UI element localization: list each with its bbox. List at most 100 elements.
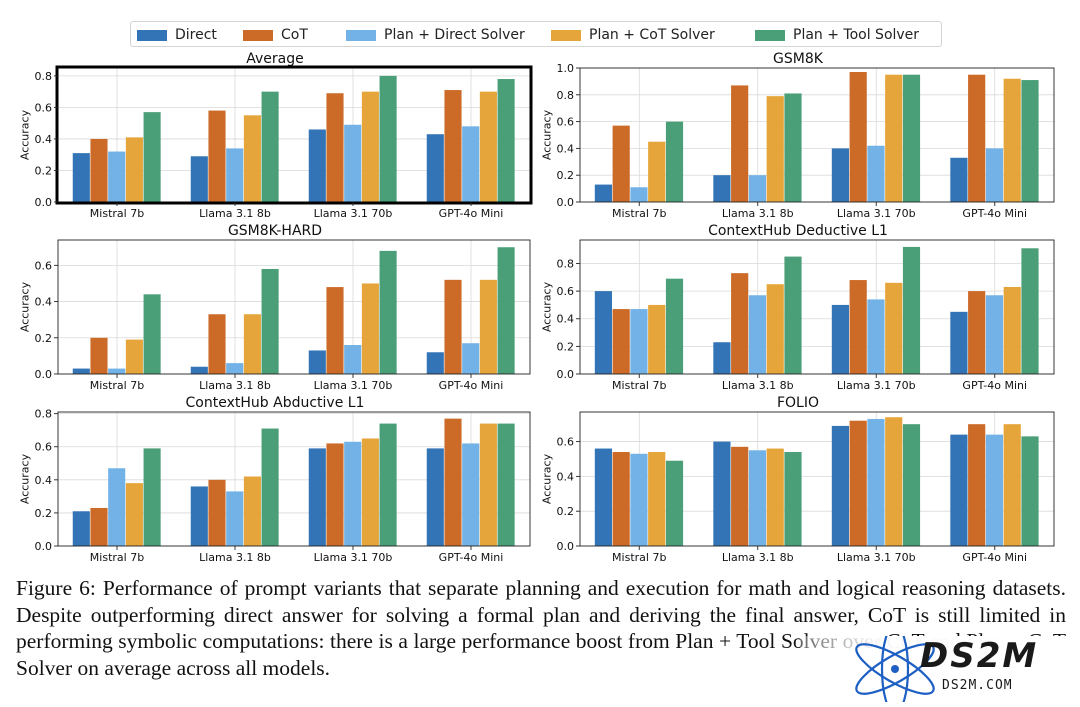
chart-panel-folio: FOLIO Accuracy 0.0 0.2 0.4 0.6 Mistral 7b Llama… <box>538 394 1058 566</box>
x-tick-label: Llama 3.1 70b <box>837 379 916 392</box>
bar-plan-tool-solver-mistral-7b <box>665 278 684 374</box>
y-tick-label: 0.8 <box>557 257 575 270</box>
x-tick-label: Llama 3.1 70b <box>314 551 393 564</box>
x-tick-label: Llama 3.1 70b <box>314 207 393 220</box>
y-tick-label: 0.6 <box>557 116 575 129</box>
y-tick-label: 0.2 <box>35 164 53 177</box>
chart-title: GSM8K <box>773 51 823 67</box>
legend-label: Plan + Direct Solver <box>384 27 525 43</box>
chart-plot: 0.0 0.2 0.4 0.6 Mistral 7b Llama 3.1 8b Llama … <box>35 239 531 392</box>
atom-logo-icon <box>855 636 935 702</box>
bar-plan-tool-solver-mistral-7b <box>665 460 684 546</box>
plot-frame <box>579 411 1055 547</box>
y-tick-label: 0.2 <box>557 340 575 353</box>
bar-cot-llama-3-1-70b <box>849 280 867 374</box>
bar-plan-direct-solver-llama-3-1-70b <box>344 345 362 374</box>
bar-plan-tool-solver-gpt-4o-mini <box>1021 436 1039 546</box>
bar-plan-cot-solver-gpt-4o-mini <box>479 91 497 202</box>
bar-cot-mistral-7b <box>612 309 630 374</box>
bar-cot-gpt-4o-mini <box>968 291 986 374</box>
chart-panel-gsm8k: GSM8K Accuracy 0.0 0.2 0.4 0.6 0.8 1.0 Mistral 7… <box>538 50 1058 222</box>
bar-direct-llama-3-1-8b <box>713 342 731 374</box>
bar-plan-cot-solver-gpt-4o-mini <box>1003 286 1021 374</box>
plot-frame <box>57 239 531 375</box>
legend-item-cot: CoT <box>243 26 308 44</box>
x-tick-label: Llama 3.1 8b <box>722 207 794 220</box>
x-tick-label: Llama 3.1 8b <box>199 379 271 392</box>
bar-cot-llama-3-1-8b <box>731 446 749 546</box>
x-tick-label: Mistral 7b <box>90 551 144 564</box>
bar-plan-cot-solver-mistral-7b <box>125 483 143 546</box>
bar-plan-direct-solver-mistral-7b <box>630 309 648 374</box>
bar-plan-cot-solver-llama-3-1-70b <box>361 438 379 546</box>
bar-plan-direct-solver-mistral-7b <box>630 453 648 546</box>
bar-direct-mistral-7b <box>594 291 612 374</box>
bar-cot-llama-3-1-70b <box>849 420 867 546</box>
bar-plan-cot-solver-gpt-4o-mini <box>479 423 497 546</box>
bar-plan-direct-solver-mistral-7b <box>108 368 126 374</box>
bar-direct-gpt-4o-mini <box>950 157 968 202</box>
y-tick-label: 0.4 <box>35 474 53 487</box>
chart-title: ContextHub Abductive L1 <box>185 395 365 411</box>
bar-plan-cot-solver-llama-3-1-8b <box>243 476 261 546</box>
bar-plan-direct-solver-llama-3-1-70b <box>867 299 885 374</box>
bar-direct-mistral-7b <box>594 448 612 546</box>
bar-plan-direct-solver-llama-3-1-70b <box>867 418 885 546</box>
bar-plan-direct-solver-llama-3-1-70b <box>867 145 885 202</box>
legend-swatch <box>137 29 167 41</box>
legend-label: Direct <box>175 27 217 43</box>
legend-swatch <box>551 29 581 41</box>
y-tick-label: 0.2 <box>35 332 53 345</box>
bar-plan-cot-solver-llama-3-1-8b <box>766 96 784 202</box>
legend-label: CoT <box>281 27 308 43</box>
x-tick-label: Mistral 7b <box>90 207 144 220</box>
bar-plan-cot-solver-llama-3-1-8b <box>766 448 784 546</box>
bar-cot-llama-3-1-8b <box>208 110 226 202</box>
x-tick-label: Mistral 7b <box>612 379 666 392</box>
legend-swatch <box>755 29 785 41</box>
bar-cot-llama-3-1-8b <box>208 314 226 374</box>
bar-plan-tool-solver-mistral-7b <box>143 448 161 546</box>
chart-panel-gsm8k-hard: GSM8K-HARD Accuracy 0.0 0.2 0.4 0.6 Mistral 7b… <box>16 222 534 394</box>
bar-plan-direct-solver-llama-3-1-8b <box>748 175 767 202</box>
y-tick-label: 0.0 <box>35 368 53 381</box>
bar-cot-mistral-7b <box>612 452 630 546</box>
bar-direct-llama-3-1-70b <box>308 350 326 374</box>
bar-cot-mistral-7b <box>90 138 108 202</box>
plot-frame <box>579 67 1055 203</box>
y-tick-label: 0.8 <box>35 70 53 83</box>
y-tick-label: 0.4 <box>35 296 53 309</box>
bar-plan-cot-solver-llama-3-1-70b <box>885 74 903 202</box>
bar-plan-direct-solver-mistral-7b <box>108 468 126 546</box>
bar-direct-gpt-4o-mini <box>426 352 444 374</box>
bar-cot-mistral-7b <box>90 507 108 546</box>
bar-direct-gpt-4o-mini <box>426 134 444 202</box>
bar-cot-llama-3-1-8b <box>208 479 226 546</box>
bar-direct-mistral-7b <box>72 153 90 202</box>
bar-plan-direct-solver-gpt-4o-mini <box>462 343 480 374</box>
bar-cot-gpt-4o-mini <box>444 418 462 546</box>
bar-plan-tool-solver-llama-3-1-8b <box>784 256 802 374</box>
legend-label: Plan + CoT Solver <box>589 27 715 43</box>
bar-plan-direct-solver-gpt-4o-mini <box>462 443 480 546</box>
legend-swatch <box>346 29 376 41</box>
bar-direct-gpt-4o-mini <box>950 434 968 546</box>
x-tick-label: Mistral 7b <box>90 379 144 392</box>
legend-item-plan-tool-solver: Plan + Tool Solver <box>755 26 919 44</box>
bar-cot-llama-3-1-70b <box>849 72 867 202</box>
bar-plan-tool-solver-llama-3-1-8b <box>261 91 279 202</box>
bar-plan-direct-solver-llama-3-1-70b <box>344 441 362 546</box>
bar-plan-direct-solver-gpt-4o-mini <box>985 295 1004 374</box>
chart-panel-contexthub-abductive: ContextHub Abductive L1 Accuracy 0.0 0.2 0.4… <box>16 394 534 566</box>
bar-cot-gpt-4o-mini <box>968 74 986 202</box>
bar-direct-llama-3-1-70b <box>831 304 849 374</box>
bar-plan-cot-solver-mistral-7b <box>125 339 143 374</box>
bar-plan-cot-solver-llama-3-1-8b <box>243 314 261 374</box>
watermark-logo: DS2M DS2M.COM <box>800 636 1068 702</box>
x-tick-label: Llama 3.1 8b <box>722 379 794 392</box>
y-tick-label: 0.0 <box>35 540 53 553</box>
bar-plan-cot-solver-mistral-7b <box>648 452 666 546</box>
chart-title: Average <box>246 51 304 67</box>
bar-direct-mistral-7b <box>594 184 612 202</box>
y-tick-label: 0.4 <box>35 133 53 146</box>
